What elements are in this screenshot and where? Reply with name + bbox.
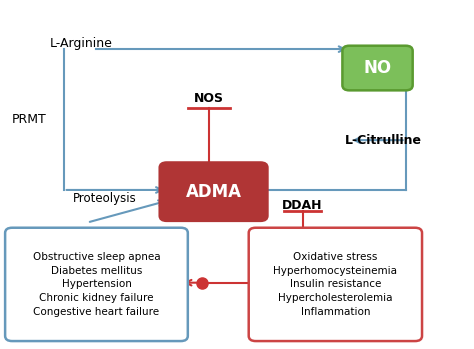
Text: L-Citrulline: L-Citrulline: [345, 134, 422, 147]
Text: NOS: NOS: [194, 92, 224, 105]
Text: ADMA: ADMA: [186, 183, 242, 201]
FancyBboxPatch shape: [342, 46, 413, 90]
FancyBboxPatch shape: [160, 163, 267, 221]
Text: NO: NO: [364, 59, 392, 77]
FancyBboxPatch shape: [5, 228, 188, 341]
FancyBboxPatch shape: [249, 228, 422, 341]
Text: Obstructive sleep apnea
Diabetes mellitus
Hypertension
Chronic kidney failure
Co: Obstructive sleep apnea Diabetes mellitu…: [33, 252, 160, 317]
Text: PRMT: PRMT: [12, 113, 47, 126]
Text: Oxidative stress
Hyperhomocysteinemia
Insulin resistance
Hypercholesterolemia
In: Oxidative stress Hyperhomocysteinemia In…: [273, 252, 397, 317]
Text: L-Arginine: L-Arginine: [50, 37, 112, 51]
Text: Proteolysis: Proteolysis: [73, 192, 137, 205]
Text: DDAH: DDAH: [283, 199, 323, 212]
